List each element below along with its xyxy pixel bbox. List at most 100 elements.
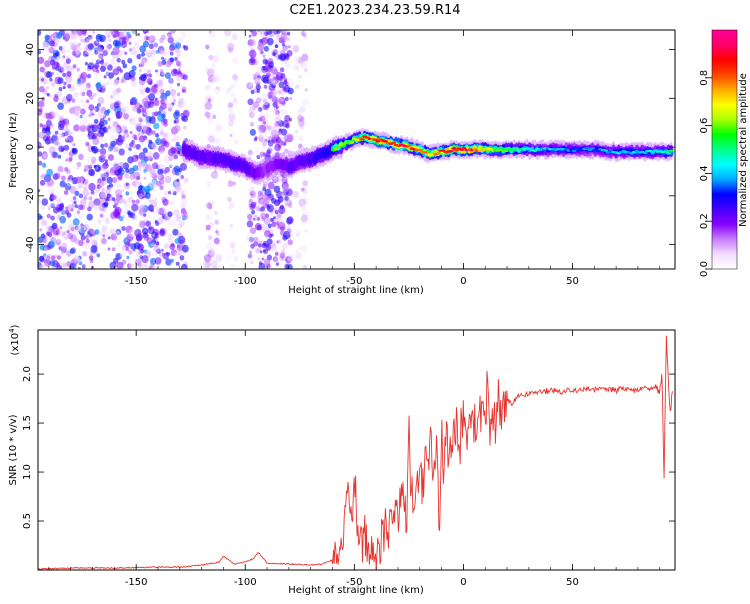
noise-speckle — [88, 104, 95, 111]
noise-speckle — [249, 128, 256, 136]
noise-speckle — [274, 175, 281, 183]
noise-speckle — [274, 116, 282, 124]
ridge-cell — [668, 150, 674, 156]
noise-speckle — [155, 85, 164, 94]
noise-speckle — [85, 99, 90, 104]
noise-speckle — [270, 243, 278, 251]
noise-speckle — [87, 43, 94, 50]
noise-speckle — [159, 37, 165, 44]
noise-speckle — [39, 66, 45, 73]
noise-speckle — [155, 241, 160, 246]
noise-speckle — [151, 57, 156, 61]
noise-speckle — [88, 168, 95, 177]
noise-speckle — [156, 207, 161, 212]
noise-speckle — [94, 106, 100, 112]
noise-speckle — [149, 180, 157, 189]
noise-speckle — [247, 98, 254, 106]
noise-speckle — [138, 135, 146, 143]
noise-speckle — [55, 239, 61, 246]
noise-speckle — [61, 247, 67, 254]
noise-speckle — [157, 46, 165, 54]
noise-speckle — [227, 254, 231, 259]
noise-speckle — [63, 190, 69, 195]
noise-speckle — [171, 94, 176, 100]
noise-speckle — [282, 243, 289, 251]
noise-speckle — [106, 193, 111, 199]
noise-speckle — [47, 30, 51, 35]
noise-speckle — [293, 56, 300, 64]
noise-speckle — [257, 124, 263, 130]
y-tick-label: 20 — [25, 92, 36, 105]
noise-speckle — [175, 60, 181, 66]
noise-speckle — [287, 254, 295, 263]
noise-speckle — [263, 45, 269, 52]
noise-speckle — [265, 52, 268, 56]
noise-speckle — [170, 147, 177, 154]
noise-speckle — [171, 102, 175, 106]
noise-speckle — [101, 180, 107, 186]
noise-speckle — [227, 119, 234, 127]
noise-speckle — [84, 45, 88, 49]
noise-speckle — [125, 225, 133, 234]
noise-speckle — [95, 205, 98, 209]
noise-speckle — [164, 190, 169, 196]
noise-speckle — [286, 228, 292, 234]
noise-speckle — [107, 117, 111, 121]
noise-speckle — [47, 202, 53, 208]
noise-speckle — [231, 263, 235, 269]
noise-speckle — [143, 30, 147, 35]
y-tick-label: 0.5 — [22, 513, 33, 529]
noise-speckle — [44, 60, 51, 68]
noise-speckle — [173, 39, 178, 45]
noise-speckle — [172, 190, 177, 196]
noise-speckle — [173, 120, 177, 124]
noise-speckle — [137, 161, 143, 168]
noise-speckle — [64, 236, 69, 241]
noise-speckle — [123, 110, 127, 114]
noise-speckle — [93, 92, 97, 97]
noise-speckle — [110, 125, 117, 134]
noise-speckle — [144, 191, 151, 199]
noise-speckle — [229, 241, 235, 248]
noise-speckle — [182, 74, 188, 80]
noise-speckle — [85, 141, 90, 147]
noise-speckle — [278, 75, 284, 82]
noise-speckle — [52, 64, 57, 69]
noise-speckle — [131, 139, 135, 144]
noise-speckle — [98, 121, 105, 127]
noise-speckle — [301, 245, 308, 252]
noise-speckle — [212, 265, 219, 269]
noise-speckle — [286, 133, 294, 142]
noise-speckle — [302, 265, 308, 269]
noise-speckle — [294, 85, 299, 90]
noise-speckle — [284, 199, 291, 207]
noise-speckle — [138, 185, 143, 191]
noise-speckle — [126, 134, 131, 139]
noise-speckle — [215, 123, 223, 132]
noise-speckle — [101, 225, 109, 234]
noise-speckle — [299, 124, 305, 130]
noise-speckle — [298, 57, 305, 64]
noise-speckle — [161, 252, 165, 257]
noise-speckle — [146, 49, 152, 56]
noise-speckle — [179, 255, 185, 261]
noise-speckle — [83, 186, 88, 191]
noise-speckle — [183, 188, 187, 193]
x-tick-label: -150 — [125, 276, 148, 287]
noise-speckle — [272, 68, 279, 75]
noise-speckle — [164, 216, 168, 221]
noise-speckle — [80, 38, 84, 43]
noise-speckle — [297, 56, 303, 62]
noise-speckle — [107, 154, 114, 161]
noise-speckle — [118, 148, 125, 156]
noise-speckle — [85, 239, 90, 244]
noise-speckle — [114, 146, 119, 153]
noise-speckle — [288, 203, 293, 208]
noise-speckle — [152, 152, 160, 160]
noise-speckle — [179, 171, 183, 176]
noise-speckle — [139, 45, 147, 53]
noise-speckle — [58, 86, 63, 92]
noise-speckle — [127, 259, 132, 265]
noise-speckle — [115, 193, 122, 201]
noise-speckle — [46, 71, 53, 79]
